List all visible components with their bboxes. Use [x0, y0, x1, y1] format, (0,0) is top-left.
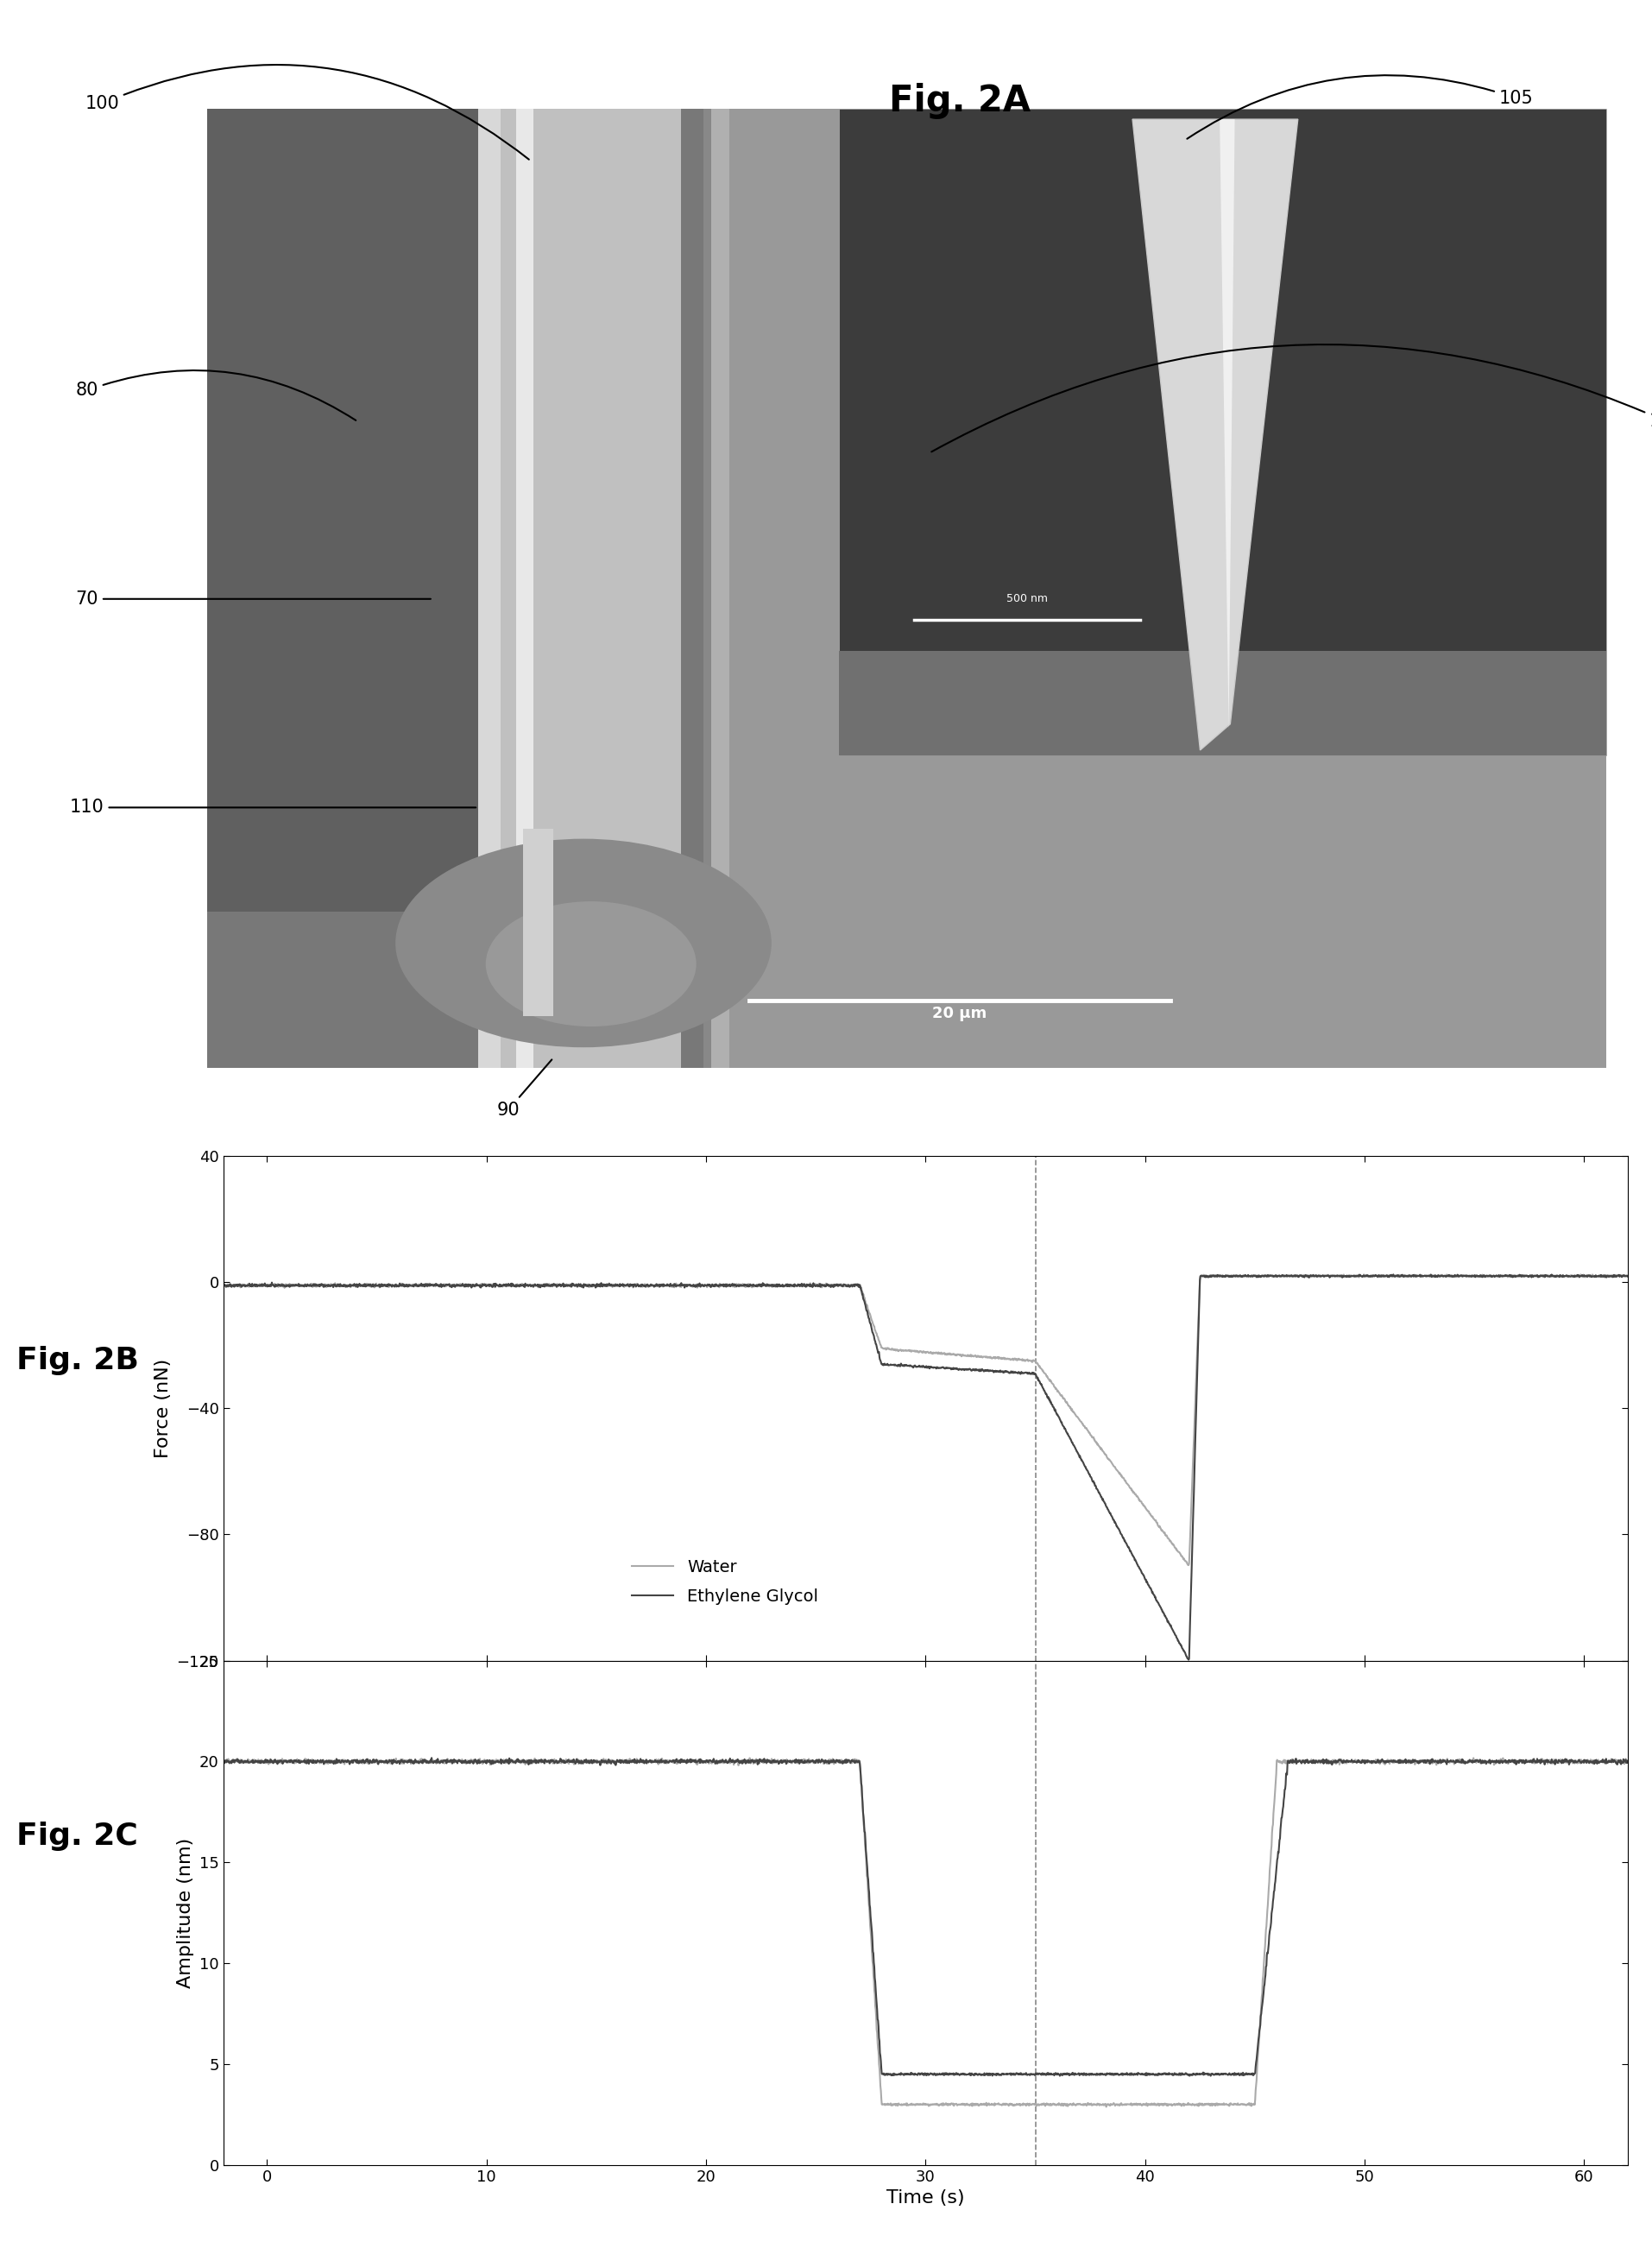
X-axis label: Time (s): Time (s) — [885, 2190, 965, 2206]
Text: 100: 100 — [932, 345, 1652, 451]
Ellipse shape — [395, 839, 771, 1047]
Water — [813, 1272, 833, 1299]
Text: 20 μm: 20 μm — [932, 1007, 986, 1020]
Text: Fig. 2A: Fig. 2A — [889, 84, 1029, 118]
Ethylene Glycol — [1178, 1646, 1198, 1673]
Ethylene Glycol — [213, 1272, 233, 1299]
Ethylene Glycol — [1591, 1260, 1611, 1288]
Text: 105: 105 — [1186, 75, 1533, 138]
Bar — [725, 109, 1606, 1068]
Bar — [501, 109, 681, 1068]
Water — [1439, 1263, 1459, 1290]
Bar — [208, 109, 704, 1068]
Line: Ethylene Glycol: Ethylene Glycol — [223, 1274, 1627, 1659]
Polygon shape — [1219, 120, 1234, 730]
Bar — [839, 109, 1606, 755]
Text: 500 nm: 500 nm — [1006, 594, 1047, 603]
Ethylene Glycol — [752, 1272, 771, 1299]
Ethylene Glycol — [456, 1272, 476, 1299]
Text: 80: 80 — [76, 370, 355, 419]
Ethylene Glycol — [1617, 1263, 1637, 1290]
Ethylene Glycol — [813, 1272, 833, 1299]
Water — [456, 1270, 476, 1297]
Text: 90: 90 — [497, 1059, 552, 1118]
Bar — [710, 109, 729, 1068]
Bar — [839, 651, 1606, 755]
Bar — [524, 827, 553, 1016]
Bar — [515, 109, 534, 1068]
Water — [373, 1272, 393, 1299]
Line: Water: Water — [223, 1274, 1627, 1564]
Water — [752, 1272, 771, 1299]
Text: Fig. 2C: Fig. 2C — [17, 1823, 137, 1850]
Ellipse shape — [486, 902, 695, 1027]
Text: 110: 110 — [69, 798, 476, 816]
Y-axis label: Amplitude (nm): Amplitude (nm) — [177, 1839, 195, 1988]
Water — [1617, 1263, 1637, 1290]
Text: Fig. 2B: Fig. 2B — [17, 1347, 139, 1374]
Bar — [208, 109, 477, 911]
Bar — [477, 109, 501, 1068]
Water — [1591, 1263, 1611, 1290]
Ethylene Glycol — [373, 1272, 393, 1299]
Water — [213, 1272, 233, 1299]
Ethylene Glycol — [1383, 1260, 1403, 1288]
Polygon shape — [1132, 120, 1297, 750]
Text: 100: 100 — [84, 66, 529, 159]
Y-axis label: Force (nN): Force (nN) — [154, 1358, 172, 1458]
Ethylene Glycol — [1439, 1263, 1459, 1290]
Legend: Water, Ethylene Glycol: Water, Ethylene Glycol — [624, 1553, 824, 1612]
Water — [1569, 1260, 1589, 1288]
Text: 70: 70 — [76, 589, 431, 608]
Water — [1178, 1551, 1198, 1578]
